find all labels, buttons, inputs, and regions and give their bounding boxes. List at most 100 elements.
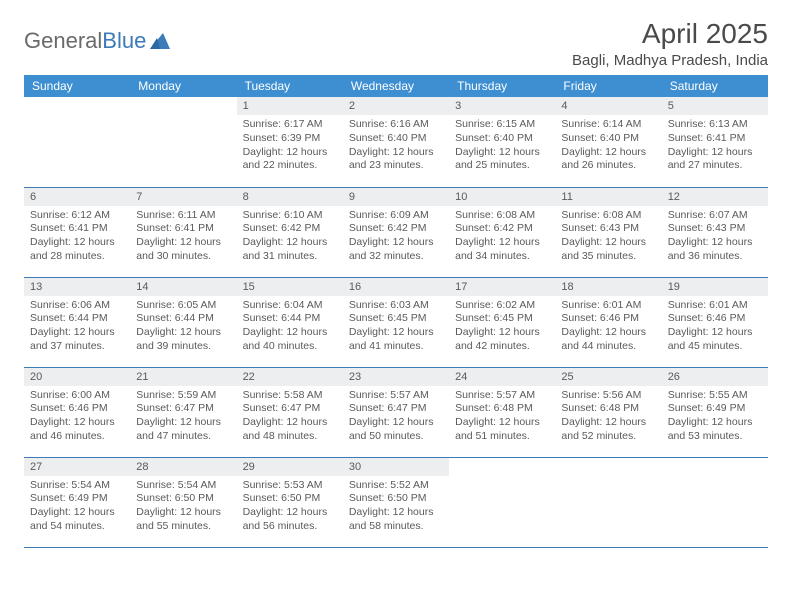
sunrise-line: Sunrise: 6:11 AM bbox=[136, 209, 230, 223]
calendar-cell bbox=[130, 97, 236, 187]
day-content: Sunrise: 5:56 AMSunset: 6:48 PMDaylight:… bbox=[555, 386, 661, 450]
daylight-line: Daylight: 12 hours and 28 minutes. bbox=[30, 236, 124, 263]
daylight-line: Daylight: 12 hours and 56 minutes. bbox=[243, 506, 337, 533]
calendar-cell: 18Sunrise: 6:01 AMSunset: 6:46 PMDayligh… bbox=[555, 277, 661, 367]
day-content: Sunrise: 5:59 AMSunset: 6:47 PMDaylight:… bbox=[130, 386, 236, 450]
sunset-line: Sunset: 6:44 PM bbox=[136, 312, 230, 326]
calendar-cell: 5Sunrise: 6:13 AMSunset: 6:41 PMDaylight… bbox=[662, 97, 768, 187]
sunset-line: Sunset: 6:47 PM bbox=[136, 402, 230, 416]
calendar-cell: 14Sunrise: 6:05 AMSunset: 6:44 PMDayligh… bbox=[130, 277, 236, 367]
sunset-line: Sunset: 6:44 PM bbox=[30, 312, 124, 326]
daylight-line: Daylight: 12 hours and 42 minutes. bbox=[455, 326, 549, 353]
day-number: 20 bbox=[24, 368, 130, 386]
daylight-line: Daylight: 12 hours and 45 minutes. bbox=[668, 326, 762, 353]
day-number: 3 bbox=[449, 97, 555, 115]
day-number: 9 bbox=[343, 188, 449, 206]
day-number: 13 bbox=[24, 278, 130, 296]
weekday-header-row: Sunday Monday Tuesday Wednesday Thursday… bbox=[24, 75, 768, 97]
logo-sail-icon bbox=[150, 33, 170, 49]
sunrise-line: Sunrise: 6:03 AM bbox=[349, 299, 443, 313]
sunset-line: Sunset: 6:46 PM bbox=[668, 312, 762, 326]
day-content: Sunrise: 6:16 AMSunset: 6:40 PMDaylight:… bbox=[343, 115, 449, 179]
calendar-cell: 27Sunrise: 5:54 AMSunset: 6:49 PMDayligh… bbox=[24, 457, 130, 547]
sunrise-line: Sunrise: 6:10 AM bbox=[243, 209, 337, 223]
day-number: 11 bbox=[555, 188, 661, 206]
calendar-cell: 23Sunrise: 5:57 AMSunset: 6:47 PMDayligh… bbox=[343, 367, 449, 457]
sunrise-line: Sunrise: 6:01 AM bbox=[668, 299, 762, 313]
day-content: Sunrise: 6:11 AMSunset: 6:41 PMDaylight:… bbox=[130, 206, 236, 270]
sunrise-line: Sunrise: 6:17 AM bbox=[243, 118, 337, 132]
day-number: 18 bbox=[555, 278, 661, 296]
day-content: Sunrise: 6:04 AMSunset: 6:44 PMDaylight:… bbox=[237, 296, 343, 360]
day-content: Sunrise: 6:17 AMSunset: 6:39 PMDaylight:… bbox=[237, 115, 343, 179]
sunrise-line: Sunrise: 6:15 AM bbox=[455, 118, 549, 132]
daylight-line: Daylight: 12 hours and 22 minutes. bbox=[243, 146, 337, 173]
sunset-line: Sunset: 6:41 PM bbox=[668, 132, 762, 146]
sunset-line: Sunset: 6:50 PM bbox=[349, 492, 443, 506]
day-number: 22 bbox=[237, 368, 343, 386]
day-number: 8 bbox=[237, 188, 343, 206]
calendar-cell: 25Sunrise: 5:56 AMSunset: 6:48 PMDayligh… bbox=[555, 367, 661, 457]
daylight-line: Daylight: 12 hours and 27 minutes. bbox=[668, 146, 762, 173]
day-content: Sunrise: 6:14 AMSunset: 6:40 PMDaylight:… bbox=[555, 115, 661, 179]
day-content: Sunrise: 6:13 AMSunset: 6:41 PMDaylight:… bbox=[662, 115, 768, 179]
daylight-line: Daylight: 12 hours and 36 minutes. bbox=[668, 236, 762, 263]
sunset-line: Sunset: 6:42 PM bbox=[455, 222, 549, 236]
day-number: 29 bbox=[237, 458, 343, 476]
daylight-line: Daylight: 12 hours and 55 minutes. bbox=[136, 506, 230, 533]
day-content: Sunrise: 6:06 AMSunset: 6:44 PMDaylight:… bbox=[24, 296, 130, 360]
calendar-cell bbox=[24, 97, 130, 187]
sunset-line: Sunset: 6:45 PM bbox=[349, 312, 443, 326]
daylight-line: Daylight: 12 hours and 34 minutes. bbox=[455, 236, 549, 263]
day-content: Sunrise: 5:57 AMSunset: 6:47 PMDaylight:… bbox=[343, 386, 449, 450]
calendar-cell: 1Sunrise: 6:17 AMSunset: 6:39 PMDaylight… bbox=[237, 97, 343, 187]
day-number: 7 bbox=[130, 188, 236, 206]
daylight-line: Daylight: 12 hours and 23 minutes. bbox=[349, 146, 443, 173]
day-content: Sunrise: 5:54 AMSunset: 6:50 PMDaylight:… bbox=[130, 476, 236, 540]
sunrise-line: Sunrise: 6:14 AM bbox=[561, 118, 655, 132]
day-content: Sunrise: 6:10 AMSunset: 6:42 PMDaylight:… bbox=[237, 206, 343, 270]
sunset-line: Sunset: 6:43 PM bbox=[561, 222, 655, 236]
day-number: 12 bbox=[662, 188, 768, 206]
weekday-header: Friday bbox=[555, 75, 661, 97]
header: GeneralBlue April 2025 Bagli, Madhya Pra… bbox=[24, 18, 768, 69]
sunrise-line: Sunrise: 5:59 AM bbox=[136, 389, 230, 403]
daylight-line: Daylight: 12 hours and 26 minutes. bbox=[561, 146, 655, 173]
calendar-cell: 24Sunrise: 5:57 AMSunset: 6:48 PMDayligh… bbox=[449, 367, 555, 457]
calendar-row: 6Sunrise: 6:12 AMSunset: 6:41 PMDaylight… bbox=[24, 187, 768, 277]
daylight-line: Daylight: 12 hours and 47 minutes. bbox=[136, 416, 230, 443]
weekday-header: Sunday bbox=[24, 75, 130, 97]
calendar-table: Sunday Monday Tuesday Wednesday Thursday… bbox=[24, 75, 768, 548]
calendar-cell: 26Sunrise: 5:55 AMSunset: 6:49 PMDayligh… bbox=[662, 367, 768, 457]
sunset-line: Sunset: 6:41 PM bbox=[136, 222, 230, 236]
sunset-line: Sunset: 6:39 PM bbox=[243, 132, 337, 146]
sunrise-line: Sunrise: 5:52 AM bbox=[349, 479, 443, 493]
calendar-cell: 6Sunrise: 6:12 AMSunset: 6:41 PMDaylight… bbox=[24, 187, 130, 277]
day-number: 1 bbox=[237, 97, 343, 115]
sunset-line: Sunset: 6:50 PM bbox=[136, 492, 230, 506]
day-content: Sunrise: 6:01 AMSunset: 6:46 PMDaylight:… bbox=[555, 296, 661, 360]
day-number: 16 bbox=[343, 278, 449, 296]
sunset-line: Sunset: 6:40 PM bbox=[561, 132, 655, 146]
sunrise-line: Sunrise: 6:08 AM bbox=[455, 209, 549, 223]
sunset-line: Sunset: 6:46 PM bbox=[561, 312, 655, 326]
calendar-cell bbox=[662, 457, 768, 547]
day-number: 2 bbox=[343, 97, 449, 115]
day-content: Sunrise: 6:07 AMSunset: 6:43 PMDaylight:… bbox=[662, 206, 768, 270]
calendar-cell: 22Sunrise: 5:58 AMSunset: 6:47 PMDayligh… bbox=[237, 367, 343, 457]
day-content: Sunrise: 5:55 AMSunset: 6:49 PMDaylight:… bbox=[662, 386, 768, 450]
calendar-cell: 13Sunrise: 6:06 AMSunset: 6:44 PMDayligh… bbox=[24, 277, 130, 367]
weekday-header: Wednesday bbox=[343, 75, 449, 97]
day-number: 21 bbox=[130, 368, 236, 386]
calendar-row: 1Sunrise: 6:17 AMSunset: 6:39 PMDaylight… bbox=[24, 97, 768, 187]
calendar-cell: 28Sunrise: 5:54 AMSunset: 6:50 PMDayligh… bbox=[130, 457, 236, 547]
day-number: 25 bbox=[555, 368, 661, 386]
sunrise-line: Sunrise: 6:01 AM bbox=[561, 299, 655, 313]
day-number: 4 bbox=[555, 97, 661, 115]
daylight-line: Daylight: 12 hours and 31 minutes. bbox=[243, 236, 337, 263]
day-number: 26 bbox=[662, 368, 768, 386]
day-number: 17 bbox=[449, 278, 555, 296]
sunset-line: Sunset: 6:43 PM bbox=[668, 222, 762, 236]
sunset-line: Sunset: 6:40 PM bbox=[455, 132, 549, 146]
day-number: 27 bbox=[24, 458, 130, 476]
